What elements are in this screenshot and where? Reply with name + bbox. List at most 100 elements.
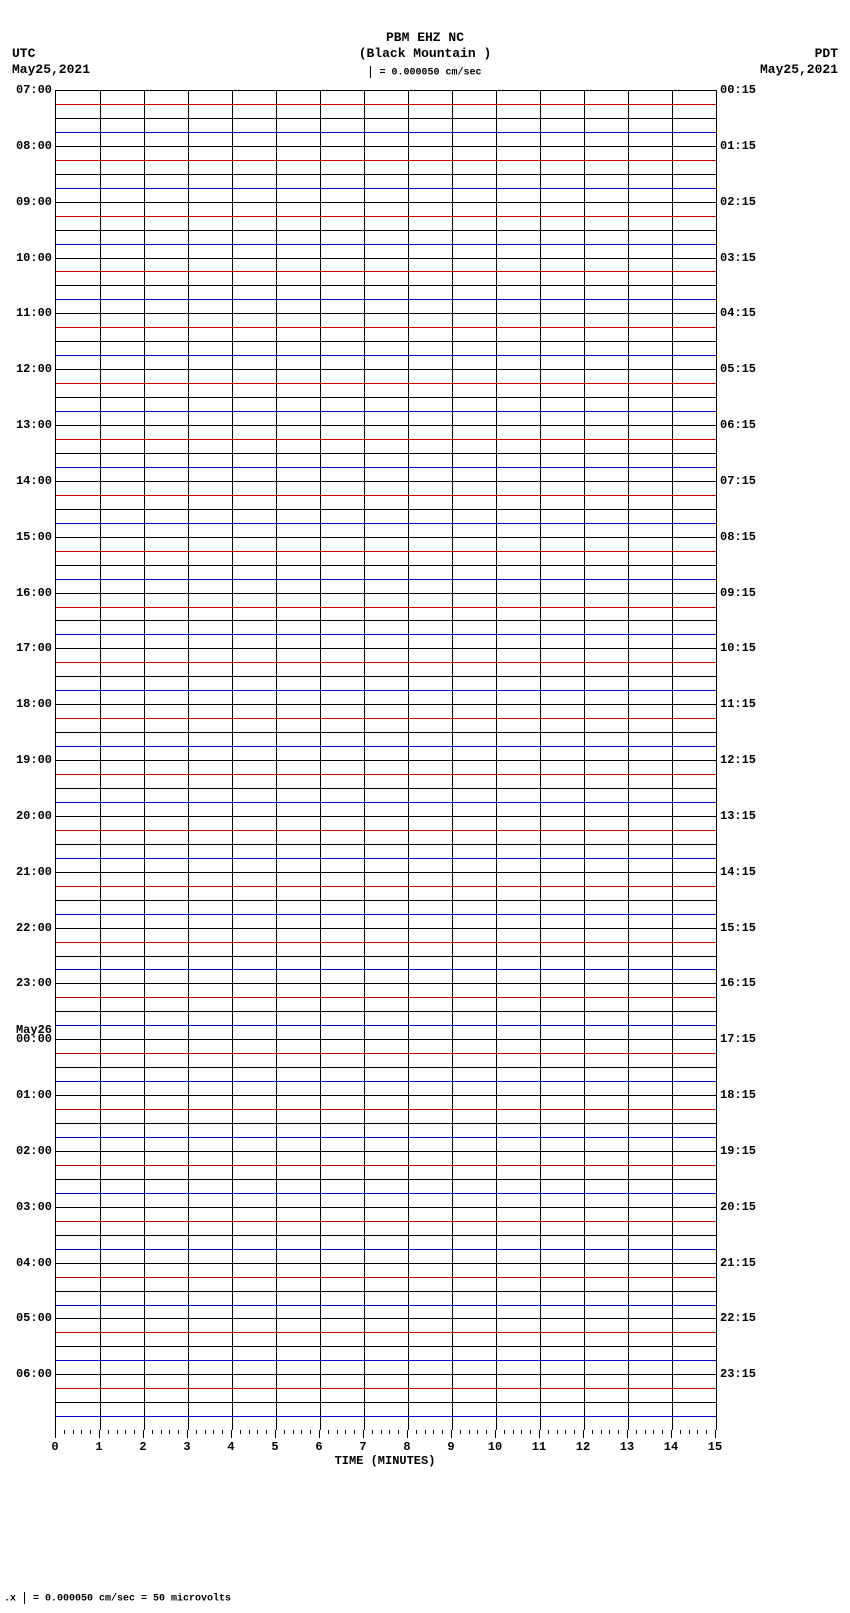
- scale-bar-icon: [370, 66, 371, 78]
- seismic-trace: [56, 383, 716, 384]
- left-time-label: 16:00: [7, 586, 52, 600]
- x-tick-minor: [389, 1430, 390, 1434]
- x-tick-label: 10: [488, 1440, 502, 1454]
- seismic-trace: [56, 509, 716, 510]
- seismic-trace: [56, 467, 716, 468]
- seismic-trace: [56, 579, 716, 580]
- x-tick-minor: [574, 1430, 575, 1434]
- x-tick-minor: [706, 1430, 707, 1434]
- seismic-trace: [56, 216, 716, 217]
- x-tick-minor: [460, 1430, 461, 1434]
- x-tick-minor: [425, 1430, 426, 1434]
- x-tick-minor: [645, 1430, 646, 1434]
- x-tick-minor: [530, 1430, 531, 1434]
- seismic-trace: [56, 244, 716, 245]
- seismic-trace: [56, 258, 716, 259]
- right-time-label: 09:15: [720, 586, 765, 600]
- x-tick-major: [407, 1430, 408, 1438]
- seismic-trace: [56, 1416, 716, 1417]
- x-tick-minor: [196, 1430, 197, 1434]
- x-tick-label: 11: [532, 1440, 546, 1454]
- seismic-trace: [56, 788, 716, 789]
- left-time-label: 03:00: [7, 1200, 52, 1214]
- x-tick-minor: [328, 1430, 329, 1434]
- seismic-trace: [56, 1179, 716, 1180]
- left-time-label: 19:00: [7, 753, 52, 767]
- seismic-trace: [56, 1305, 716, 1306]
- seismic-trace: [56, 453, 716, 454]
- x-tick-label: 9: [447, 1440, 454, 1454]
- seismic-trace: [56, 313, 716, 314]
- seismic-trace: [56, 146, 716, 147]
- x-tick-label: 5: [271, 1440, 278, 1454]
- seismic-trace: [56, 104, 716, 105]
- x-tick-minor: [205, 1430, 206, 1434]
- scale-line: = 0.000050 cm/sec: [0, 66, 850, 79]
- x-tick-minor: [609, 1430, 610, 1434]
- seismic-trace: [56, 481, 716, 482]
- x-tick-label: 15: [708, 1440, 722, 1454]
- x-tick-label: 12: [576, 1440, 590, 1454]
- seismic-trace: [56, 914, 716, 915]
- left-time-label: 22:00: [7, 921, 52, 935]
- x-tick-minor: [636, 1430, 637, 1434]
- seismic-trace: [56, 1081, 716, 1082]
- footer-text: = 0.000050 cm/sec = 50 microvolts: [27, 1594, 231, 1605]
- x-tick-label: 0: [51, 1440, 58, 1454]
- right-time-label: 14:15: [720, 865, 765, 879]
- x-tick-minor: [213, 1430, 214, 1434]
- seismic-trace: [56, 1277, 716, 1278]
- seismic-trace: [56, 355, 716, 356]
- seismic-trace: [56, 802, 716, 803]
- seismic-trace: [56, 1249, 716, 1250]
- x-tick-major: [363, 1430, 364, 1438]
- seismic-trace: [56, 690, 716, 691]
- seismic-trace: [56, 1137, 716, 1138]
- seismic-trace: [56, 746, 716, 747]
- left-time-label: 12:00: [7, 362, 52, 376]
- x-tick-minor: [469, 1430, 470, 1434]
- x-tick-major: [319, 1430, 320, 1438]
- x-tick-minor: [381, 1430, 382, 1434]
- x-tick-minor: [416, 1430, 417, 1434]
- seismic-trace: [56, 997, 716, 998]
- seismic-trace: [56, 648, 716, 649]
- seismic-trace: [56, 1123, 716, 1124]
- seismic-trace: [56, 1318, 716, 1319]
- x-tick-minor: [81, 1430, 82, 1434]
- right-time-label: 00:15: [720, 83, 765, 97]
- seismic-trace: [56, 1207, 716, 1208]
- x-tick-major: [451, 1430, 452, 1438]
- seismic-trace: [56, 537, 716, 538]
- x-tick-minor: [592, 1430, 593, 1434]
- x-tick-major: [55, 1430, 56, 1438]
- right-time-label: 06:15: [720, 418, 765, 432]
- x-tick-major: [539, 1430, 540, 1438]
- seismic-trace: [56, 956, 716, 957]
- right-time-label: 22:15: [720, 1311, 765, 1325]
- seismic-trace: [56, 202, 716, 203]
- x-tick-minor: [257, 1430, 258, 1434]
- left-time-label: 13:00: [7, 418, 52, 432]
- x-tick-minor: [557, 1430, 558, 1434]
- seismogram-container: PBM EHZ NC (Black Mountain ) = 0.000050 …: [0, 0, 850, 1613]
- seismic-trace: [56, 1053, 716, 1054]
- seismic-trace: [56, 1193, 716, 1194]
- x-tick-minor: [134, 1430, 135, 1434]
- right-time-label: 21:15: [720, 1256, 765, 1270]
- right-time-label: 13:15: [720, 809, 765, 823]
- seismic-trace: [56, 1374, 716, 1375]
- seismic-trace: [56, 900, 716, 901]
- seismic-trace: [56, 983, 716, 984]
- x-tick-major: [143, 1430, 144, 1438]
- x-tick-major: [495, 1430, 496, 1438]
- seismic-trace: [56, 830, 716, 831]
- seismic-trace: [56, 607, 716, 608]
- x-tick-minor: [504, 1430, 505, 1434]
- x-tick-major: [99, 1430, 100, 1438]
- seismic-trace: [56, 118, 716, 119]
- x-tick-major: [671, 1430, 672, 1438]
- footer: .x = 0.000050 cm/sec = 50 microvolts: [4, 1592, 231, 1605]
- left-time-label: 14:00: [7, 474, 52, 488]
- right-time-label: 05:15: [720, 362, 765, 376]
